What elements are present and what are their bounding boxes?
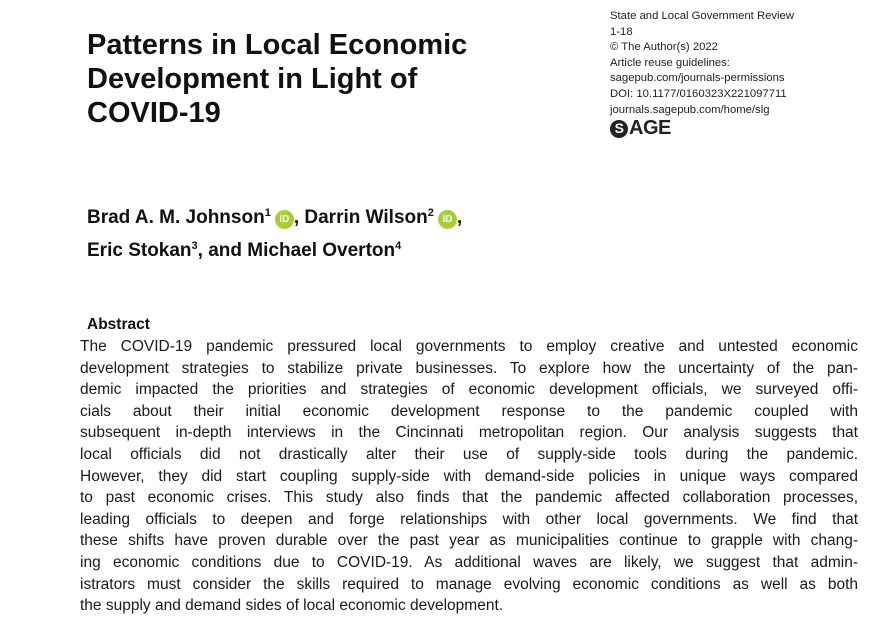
abstract-line: However, they did start coupling supply-… [80,467,858,485]
abstract-line: development strategies to stabilize priv… [80,359,858,377]
journal-name: State and Local Government Review [610,10,794,22]
journal-info: State and Local Government Review 1-18 ©… [610,9,794,139]
abstract-line: local officials did not drastically alte… [80,445,858,463]
sage-s-icon: S [610,120,628,139]
orcid-icon[interactable]: iD [437,210,457,229]
sage-logo: S AGE [610,119,794,139]
abstract-line: demic impacted the priorities and strate… [80,381,858,399]
author: Michael Overton4 [247,240,402,261]
abstract-line: ing economic conditions due to COVID-19.… [80,553,858,571]
orcid-icon[interactable]: iD [274,210,294,229]
abstract-line: cials about their initial economic devel… [80,402,858,420]
doi[interactable]: DOI: 10.1177/0160323X221097711 [610,87,787,100]
abstract-line: istrators must consider the skills requi… [80,575,858,593]
author: Eric Stokan3 [87,240,198,261]
author: Darrin Wilson2 [304,207,434,228]
copyright: © The Author(s) 2022 [610,41,718,54]
abstract-line: these shifts have proven durable over th… [80,532,858,550]
abstract-line: to past economic crises. This study also… [80,489,858,507]
page-range: 1-18 [610,25,633,38]
title-line: Patterns in Local Economic [87,29,468,61]
reuse-link[interactable]: sagepub.com/journals-permissions [610,72,785,85]
author-list: Brad A. M. Johnson1iD, Darrin Wilson2iD,… [87,207,463,261]
abstract-line: the supply and demand sides of local eco… [80,597,504,615]
author: Brad A. M. Johnson1 [87,207,271,228]
abstract-heading: Abstract [87,316,150,333]
title-line: Development in Light of [87,63,418,95]
abstract-body: The COVID-19 pandemic pressured local go… [80,336,858,617]
title-line: COVID-19 [87,97,221,129]
abstract-line: The COVID-19 pandemic pressured local go… [80,338,858,355]
reuse-label: Article reuse guidelines: [610,56,730,69]
abstract-line: subsequent in-depth interviews in the Ci… [80,424,858,442]
article-title: Patterns in Local Economic Development i… [87,28,557,130]
journal-link[interactable]: journals.sagepub.com/home/slg [610,103,770,116]
abstract-line: leading officials to deepen and forge re… [80,510,858,528]
